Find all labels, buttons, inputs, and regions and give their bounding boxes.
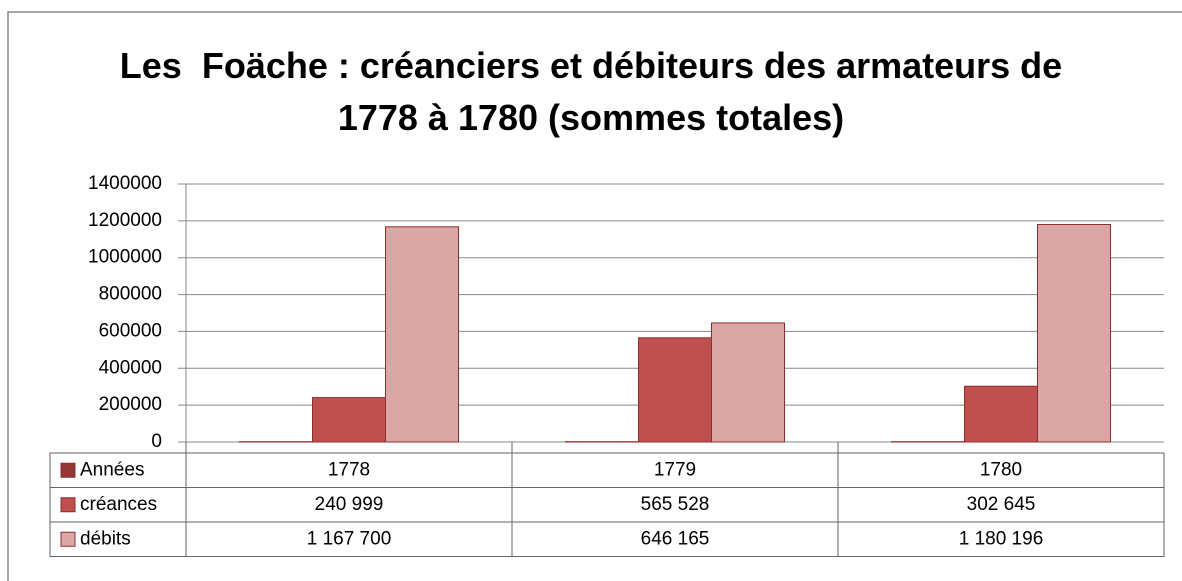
bar bbox=[1037, 224, 1111, 443]
y-tick-label: 800000 bbox=[99, 284, 162, 305]
table-value: 1 167 700 bbox=[307, 528, 392, 549]
y-tick-label: 200000 bbox=[99, 394, 162, 415]
table-value: 565 528 bbox=[641, 494, 710, 515]
table-value: 240 999 bbox=[315, 494, 384, 515]
table-value: 1 180 196 bbox=[959, 528, 1044, 549]
bar bbox=[385, 226, 459, 443]
bar bbox=[312, 397, 386, 443]
y-tick-label: 1200000 bbox=[88, 210, 162, 231]
y-tick-label: 400000 bbox=[99, 357, 162, 378]
table-value: 1779 bbox=[654, 459, 696, 480]
table-value: 302 645 bbox=[967, 494, 1036, 515]
table-value: 1780 bbox=[980, 459, 1022, 480]
y-tick-label: 0 bbox=[151, 431, 162, 452]
bar bbox=[964, 385, 1038, 443]
table-value: 646 165 bbox=[641, 528, 710, 549]
bar bbox=[711, 322, 785, 443]
table-value: 1778 bbox=[328, 459, 370, 480]
y-tick-label: 600000 bbox=[99, 320, 162, 341]
chart-border bbox=[7, 11, 1182, 581]
chart-title: Les Foäche : créanciers et débiteurs des… bbox=[119, 45, 1073, 138]
legend-key bbox=[60, 497, 76, 513]
y-tick-label: 1000000 bbox=[88, 247, 162, 268]
bar bbox=[638, 337, 712, 443]
legend-key bbox=[60, 462, 76, 478]
legend-key bbox=[60, 531, 76, 547]
data-table bbox=[49, 452, 1165, 557]
legend-label: créances bbox=[80, 494, 157, 515]
legend-label: Années bbox=[80, 459, 144, 480]
legend-label: débits bbox=[80, 528, 131, 549]
y-tick-label: 1400000 bbox=[88, 173, 162, 194]
